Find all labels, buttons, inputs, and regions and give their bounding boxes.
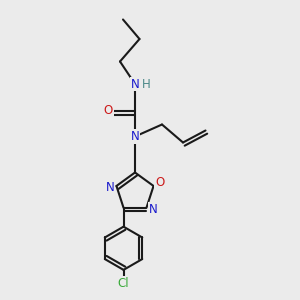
- Text: N: N: [130, 77, 140, 91]
- Text: O: O: [155, 176, 164, 190]
- Text: O: O: [103, 104, 112, 118]
- Text: N: N: [149, 203, 158, 216]
- Text: N: N: [106, 181, 114, 194]
- Text: H: H: [142, 77, 151, 91]
- Text: Cl: Cl: [118, 277, 129, 290]
- Text: N: N: [130, 130, 140, 143]
